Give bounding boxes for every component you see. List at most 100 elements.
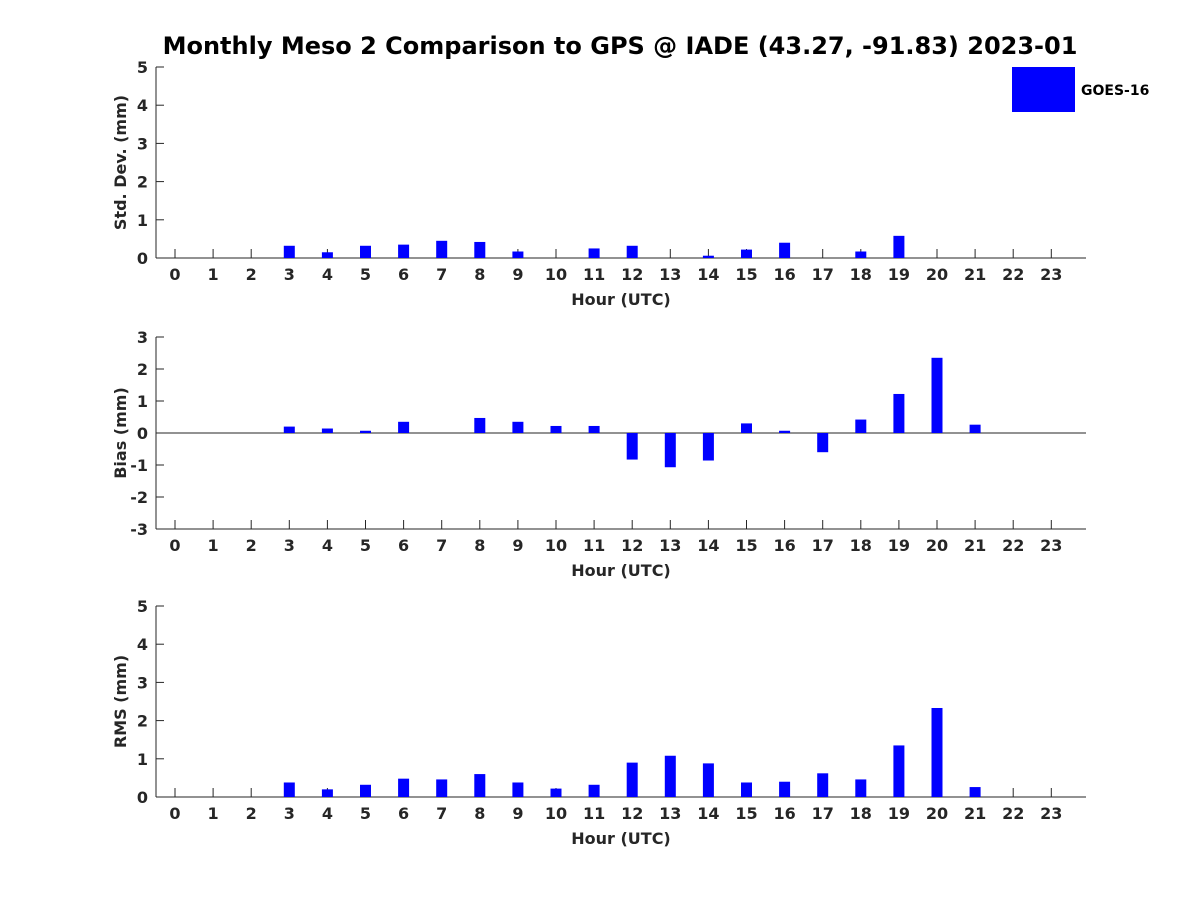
y-axis-label: RMS (mm) [111,655,130,748]
bar [855,779,867,797]
x-tick-label: 12 [621,265,643,284]
bar [474,241,486,258]
x-tick-label: 2 [246,536,257,555]
y-tick-label: 1 [137,750,148,769]
x-tick-label: 10 [545,265,567,284]
y-axis-label: Bias (mm) [111,387,130,479]
x-tick-label: 0 [169,265,180,284]
x-tick-label: 18 [850,536,872,555]
x-tick-label: 17 [812,804,834,823]
x-tick-label: 3 [284,265,295,284]
x-tick-label: 14 [697,536,719,555]
x-tick-label: 12 [621,804,643,823]
x-tick-label: 20 [926,265,948,284]
x-tick-label: 22 [1002,804,1024,823]
y-tick-label: 1 [137,392,148,411]
x-tick-label: 9 [512,265,523,284]
x-tick-label: 11 [583,804,605,823]
x-tick-label: 13 [659,804,681,823]
x-tick-label: 21 [964,536,986,555]
x-tick-label: 6 [398,804,409,823]
legend: GOES-16 [1012,67,1149,112]
x-tick-label: 21 [964,265,986,284]
x-tick-label: 4 [322,804,333,823]
bar [321,252,333,258]
x-tick-label: 11 [583,536,605,555]
y-tick-label: -2 [130,488,148,507]
y-tick-label: 3 [137,134,148,153]
x-axis-label: Hour (UTC) [571,829,671,848]
bar [474,774,486,797]
x-tick-label: 18 [850,265,872,284]
bar [626,762,638,797]
bar [398,244,410,258]
x-tick-label: 10 [545,804,567,823]
y-tick-label: 2 [137,360,148,379]
x-tick-label: 21 [964,804,986,823]
bar [283,245,295,258]
x-tick-label: 9 [512,804,523,823]
legend-swatch [1012,67,1075,112]
x-tick-label: 8 [474,536,485,555]
bar [436,779,448,797]
x-tick-label: 5 [360,265,371,284]
bar [893,393,905,433]
y-tick-label: 5 [137,58,148,77]
bar [779,781,791,797]
bar [741,249,752,258]
bar [702,433,714,461]
y-tick-label: -3 [130,520,148,539]
x-tick-label: 8 [474,265,485,284]
x-tick-label: 15 [735,804,757,823]
x-tick-label: 13 [659,536,681,555]
y-tick-label: -1 [130,456,148,475]
x-tick-label: 16 [773,804,795,823]
legend-label: GOES-16 [1081,83,1149,99]
x-tick-label: 15 [735,536,757,555]
bar [588,784,600,797]
bar [817,433,829,453]
chart-title: Monthly Meso 2 Comparison to GPS @ IADE … [163,32,1078,60]
y-tick-label: 0 [137,424,148,443]
bar [702,255,714,258]
x-tick-label: 8 [474,804,485,823]
bar [283,426,295,433]
bar [893,745,905,797]
x-tick-label: 15 [735,265,757,284]
x-tick-label: 20 [926,804,948,823]
bar [664,433,676,468]
x-tick-label: 0 [169,536,180,555]
x-tick-label: 16 [773,536,795,555]
bar [741,423,752,433]
x-tick-label: 7 [436,536,447,555]
x-tick-label: 2 [246,265,257,284]
bar [893,235,905,258]
x-tick-label: 23 [1040,265,1062,284]
x-tick-label: 7 [436,265,447,284]
x-tick-label: 2 [246,804,257,823]
bar [436,240,448,258]
x-tick-label: 10 [545,536,567,555]
bar [741,782,752,797]
x-tick-label: 4 [322,536,333,555]
y-tick-label: 1 [137,211,148,230]
x-tick-label: 19 [888,536,910,555]
bar [321,428,333,433]
x-tick-label: 7 [436,804,447,823]
x-tick-label: 3 [284,804,295,823]
bar [855,419,867,433]
y-tick-label: 4 [137,96,148,115]
x-tick-label: 17 [812,536,834,555]
bar [321,789,333,797]
bar [702,763,714,797]
x-tick-label: 12 [621,536,643,555]
x-tick-label: 14 [697,804,719,823]
bar [931,357,943,433]
bar [283,782,295,797]
x-tick-label: 4 [322,265,333,284]
bar [817,773,829,797]
